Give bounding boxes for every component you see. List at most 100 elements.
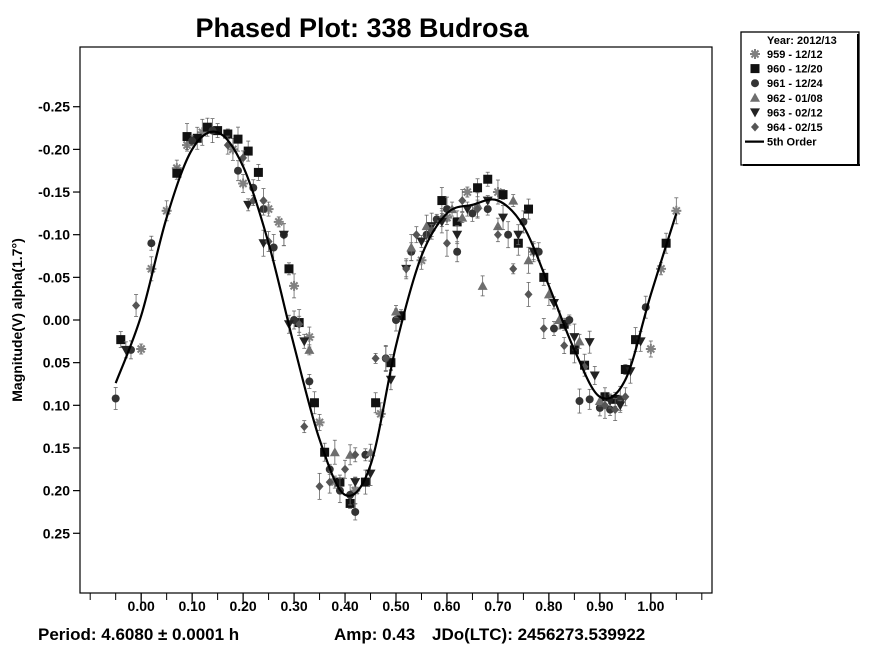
data-point	[305, 377, 314, 386]
data-point	[402, 264, 411, 274]
legend-entry: 963 - 02/12	[750, 107, 823, 119]
legend-entry: 960 - 12/20	[750, 64, 823, 76]
data-point	[132, 300, 141, 310]
data-point	[253, 167, 263, 177]
data-point	[345, 449, 356, 459]
data-point	[442, 238, 451, 248]
data-point	[483, 174, 493, 184]
data-point	[457, 212, 468, 222]
data-point	[299, 337, 310, 347]
legend-entry: 959 - 12/12	[750, 49, 823, 61]
legend-label: 962 - 01/08	[767, 93, 823, 105]
data-point	[172, 168, 182, 178]
data-point	[351, 450, 360, 460]
fit-curve-5th-order	[114, 130, 678, 497]
data-point	[565, 316, 574, 324]
data-point	[473, 204, 482, 214]
data-point	[238, 178, 249, 189]
data-point	[452, 217, 462, 227]
y-tick-label: 0.20	[43, 483, 70, 499]
data-point	[468, 209, 477, 218]
series-0	[136, 118, 682, 505]
y-tick-label: 0.00	[43, 312, 70, 328]
data-point	[528, 247, 539, 257]
data-point	[192, 133, 202, 143]
series-5	[132, 135, 630, 500]
data-point	[498, 190, 508, 200]
legend-label: 964 - 02/15	[767, 122, 823, 134]
y-tick-label: 0.25	[43, 525, 70, 541]
data-point	[589, 371, 600, 381]
data-point	[508, 195, 519, 205]
data-point	[493, 230, 502, 240]
data-point	[304, 344, 315, 354]
data-point	[315, 481, 324, 491]
data-point	[483, 205, 492, 214]
legend-box	[740, 31, 860, 166]
data-point	[492, 221, 503, 231]
data-point	[498, 213, 509, 223]
data-point	[621, 392, 630, 402]
fit-curve-layer	[114, 130, 678, 497]
data-point	[284, 264, 294, 274]
data-point	[585, 395, 594, 404]
x-tick-label: 0.10	[179, 598, 206, 614]
data-point	[111, 394, 120, 403]
legend-marker	[751, 122, 759, 132]
data-point	[416, 237, 427, 247]
y-tick-label: -0.10	[38, 227, 70, 243]
y-tick-label: 0.10	[43, 397, 70, 413]
data-point	[615, 401, 626, 411]
chart-title: Phased Plot: 338 Budrosa	[195, 13, 529, 43]
legend-marker	[750, 49, 760, 59]
data-point	[309, 398, 319, 408]
data-point	[473, 183, 483, 193]
data-point	[575, 397, 584, 406]
data-point	[269, 243, 278, 252]
legend-marker	[750, 92, 760, 102]
data-point	[116, 335, 126, 345]
data-point	[436, 217, 447, 227]
data-point	[350, 478, 361, 488]
y-tick-label: -0.15	[38, 184, 70, 200]
data-point	[504, 230, 513, 239]
data-point	[371, 353, 380, 363]
data-point	[381, 353, 390, 363]
data-point	[325, 477, 334, 487]
data-point	[453, 247, 462, 256]
data-point	[458, 196, 467, 206]
legend-entry: 5th Order	[745, 137, 817, 149]
data-point	[543, 289, 554, 299]
data-point	[202, 122, 212, 132]
data-point	[523, 255, 534, 265]
legend-entry: 961 - 12/24	[751, 78, 824, 90]
data-point	[329, 447, 340, 457]
amplitude-text: Amp: 0.43	[334, 625, 415, 644]
data-point	[371, 398, 381, 408]
legend-label: 959 - 12/12	[767, 49, 823, 61]
x-tick-label: 0.70	[484, 598, 511, 614]
y-tick-label: 0.05	[43, 355, 70, 371]
legend-title: Year: 2012/13	[767, 35, 837, 47]
legend-entry: 962 - 01/08	[750, 92, 823, 105]
data-point	[513, 230, 524, 240]
data-point	[406, 242, 417, 252]
legend-entry: 964 - 02/15	[751, 122, 823, 134]
data-point	[645, 344, 656, 355]
legend-marker	[750, 64, 760, 74]
legend-label: 960 - 12/20	[767, 64, 823, 76]
data-point	[611, 405, 620, 415]
y-axis-label: Magnitude(V) alpha(1.7°)	[9, 238, 25, 402]
data-point	[233, 134, 243, 144]
x-tick-label: 0.50	[382, 598, 409, 614]
data-point	[539, 324, 548, 334]
data-point	[147, 239, 156, 248]
legend-marker	[750, 108, 760, 118]
data-point	[620, 364, 630, 374]
data-point	[574, 336, 585, 346]
data-point	[416, 255, 427, 266]
data-point	[361, 450, 370, 459]
data-point	[569, 333, 580, 343]
y-tick-label: -0.05	[38, 269, 70, 285]
